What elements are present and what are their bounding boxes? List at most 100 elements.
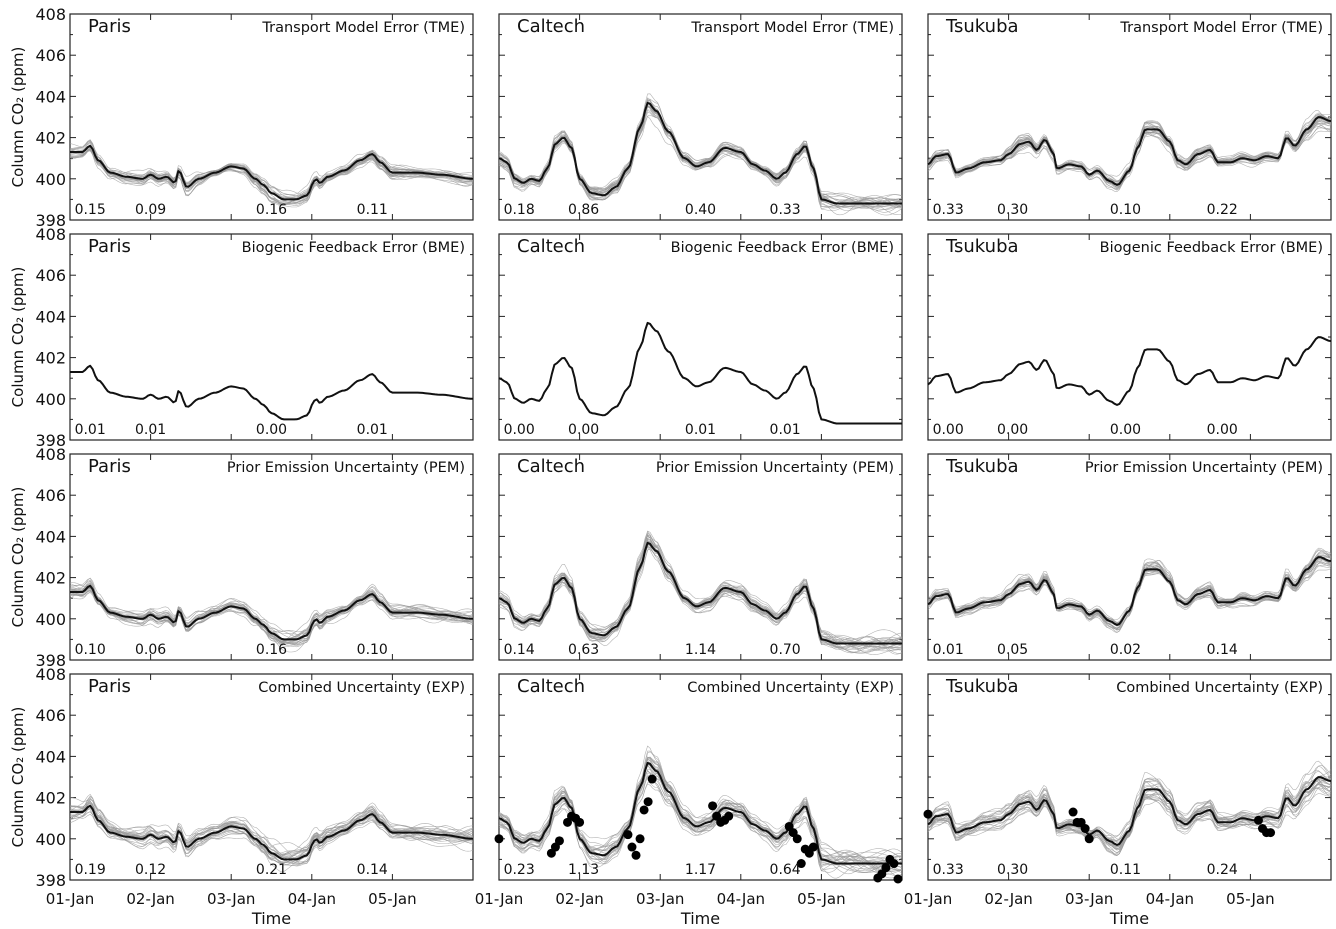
uncertainty-value: 0.33 (933, 202, 964, 218)
ensemble-mean-line (70, 584, 474, 641)
y-tick-label: 400 (35, 170, 66, 189)
panel-title: Transport Model Error (TME) (1119, 20, 1323, 36)
ensemble-member-line (498, 544, 903, 655)
y-tick-label: 398 (35, 211, 66, 230)
observation-point (1080, 824, 1090, 833)
panel-tsukuba-1: Tsukuba Transport Model Error (TME) 0.33 0.… (927, 13, 1332, 221)
uncertainty-value: 0.01 (75, 422, 106, 438)
panel-title: Combined Uncertainty (EXP) (1116, 680, 1323, 696)
ensemble-mean-line (927, 556, 1332, 626)
x-tick-label: 03-Jan (207, 890, 255, 908)
ensemble-member-line (927, 550, 1332, 621)
ensemble-member-line (498, 758, 902, 866)
uncertainty-value: 0.01 (357, 422, 388, 438)
ensemble-member-line (69, 145, 474, 199)
y-tick-label: 402 (35, 349, 66, 368)
ensemble-member-line (69, 797, 474, 857)
panel-tsukuba-4: 01-Jan 02-Jan 03-Jan 04-Jan 05-Jan Tsukuba Com… (904, 673, 1332, 908)
observation-point (1266, 828, 1276, 838)
panel-caltech-4: 01-Jan 02-Jan 03-Jan 04-Jan 05-Jan Caltech Com… (475, 673, 903, 908)
uncertainty-value: 0.12 (135, 862, 166, 878)
ensemble-member-line (69, 804, 474, 865)
ensemble-member-line (498, 772, 903, 874)
observation-point (708, 801, 718, 811)
ensemble-member-line (927, 549, 1332, 629)
ensemble-member-line (498, 539, 903, 651)
ensemble-member-line (498, 534, 903, 649)
y-axis-labels: Column CO₂ (ppm) Column CO₂ (ppm) Column C… (9, 47, 27, 848)
observation-point (792, 834, 802, 844)
ensemble-mean-line (927, 336, 1332, 406)
observation-point (889, 859, 899, 869)
ensemble-member-line (498, 538, 903, 652)
uncertainty-value: 0.14 (1207, 642, 1238, 658)
site-label: Paris (88, 236, 131, 257)
y-tick-label: 400 (35, 830, 66, 849)
uncertainty-value: 0.00 (1110, 422, 1141, 438)
x-tick-label: 01-Jan (904, 890, 952, 908)
ensemble-member-line (927, 114, 1332, 191)
observation-point (575, 817, 585, 827)
ensemble-member-line (69, 805, 473, 864)
ensemble-member-line (69, 586, 474, 643)
x-tick-label: 04-Jan (1146, 890, 1194, 908)
observation-point (635, 834, 645, 844)
ensemble-mean-line (927, 116, 1332, 186)
ensemble-member-line (498, 541, 903, 649)
x-tick-label: 02-Jan (126, 890, 174, 908)
x-tick-label: 03-Jan (636, 890, 684, 908)
ensemble-member-line (498, 536, 903, 653)
y-tick-label: 400 (35, 390, 66, 409)
panel-title: Transport Model Error (TME) (261, 20, 465, 36)
panel-title: Prior Emission Uncertainty (PEM) (1085, 460, 1323, 476)
ensemble-member-line (499, 101, 903, 208)
uncertainty-value: 0.21 (256, 862, 287, 878)
observation-point (881, 863, 891, 873)
uncertainty-value: 1.17 (685, 862, 716, 878)
x-axis-title: Time (251, 909, 291, 928)
ensemble-member-line (498, 105, 903, 208)
observation-point (639, 805, 649, 815)
y-axis-title: Column CO₂ (ppm) (9, 47, 27, 188)
panel-frame (927, 13, 1332, 221)
uncertainty-value: 0.86 (568, 202, 599, 218)
x-tick-label: 04-Jan (717, 890, 765, 908)
panel-tsukuba-2: Tsukuba Biogenic Feedback Error (BME) 0.00… (927, 233, 1332, 441)
ensemble-member-line (498, 782, 903, 872)
ensemble-member-line (927, 110, 1332, 186)
observation-point (631, 850, 641, 860)
uncertainty-value: 0.11 (357, 202, 388, 218)
ensemble-member-line (498, 102, 903, 206)
ensemble-member-line (498, 546, 903, 650)
y-tick-label: 404 (35, 527, 66, 546)
x-axis-labels: Time Time Time (251, 909, 1149, 928)
ensemble-member-line (498, 543, 903, 648)
ensemble-member-line (498, 99, 903, 207)
ensemble-member-line (927, 117, 1332, 184)
x-axis-title: Time (680, 909, 720, 928)
panels-group: 398 400 402 404 406 408 Paris Transport Model E… (35, 5, 1332, 908)
site-label: Caltech (517, 16, 585, 37)
ensemble-member-line (498, 105, 903, 209)
site-label: Paris (88, 676, 131, 697)
ensemble-member-line (498, 546, 903, 646)
panel-tsukuba-3: Tsukuba Prior Emission Uncertainty (PEM) 0… (927, 453, 1332, 661)
ensemble-member-line (927, 114, 1332, 188)
ensemble-member-line (70, 587, 474, 645)
panel-paris-4: 398 400 402 404 406 408 01-Jan 02-Jan 03-Jan 04-J… (35, 665, 474, 908)
observation-point (1253, 815, 1263, 825)
y-tick-label: 408 (35, 225, 66, 244)
uncertainty-value: 0.01 (933, 642, 964, 658)
site-label: Tsukuba (945, 456, 1019, 477)
observation-point (923, 809, 933, 819)
ensemble-member-line (498, 105, 903, 205)
ensemble-member-line (498, 106, 903, 207)
uncertainty-value: 0.00 (504, 422, 535, 438)
panel-caltech-2: Caltech Biogenic Feedback Error (BME) 0.00… (498, 233, 903, 441)
uncertainty-value: 0.00 (997, 422, 1028, 438)
panel-frame (927, 233, 1332, 441)
panel-frame (927, 673, 1332, 881)
ensemble-member-line (498, 532, 903, 648)
ensemble-member-line (927, 115, 1332, 185)
panel-title: Biogenic Feedback Error (BME) (242, 240, 465, 256)
